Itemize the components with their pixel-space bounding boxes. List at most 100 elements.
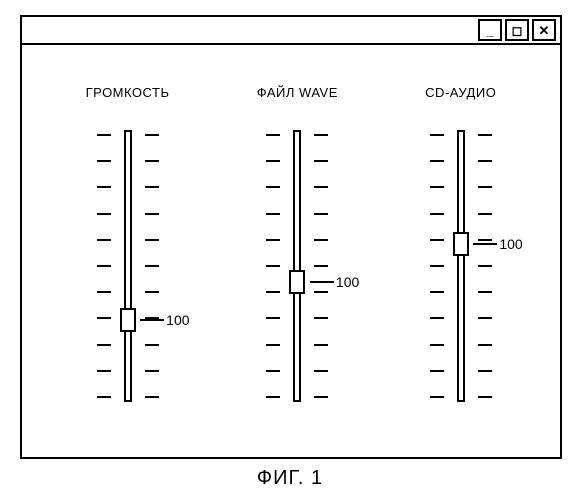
slider-group-volume: ГРОМКОСТЬ 100	[86, 85, 170, 439]
tick	[266, 186, 280, 188]
tick	[430, 265, 444, 267]
slider-label: ГРОМКОСТЬ	[86, 85, 170, 100]
tick	[266, 370, 280, 372]
ticks-right	[478, 130, 492, 402]
tick	[97, 344, 111, 346]
tick	[266, 344, 280, 346]
tick	[478, 265, 492, 267]
ticks-left	[266, 130, 280, 402]
slider-group-cdaudio: CD-АУДИО 100	[425, 85, 496, 439]
tick	[266, 239, 280, 241]
slider-thumb[interactable]	[453, 232, 469, 256]
tick	[478, 396, 492, 398]
tick	[430, 186, 444, 188]
tick	[314, 317, 328, 319]
tick	[145, 291, 159, 293]
tick	[266, 291, 280, 293]
slider-control[interactable]: 100	[93, 130, 163, 402]
tick	[430, 213, 444, 215]
slider-track	[293, 130, 301, 402]
tick	[430, 134, 444, 136]
tick	[478, 160, 492, 162]
tick	[266, 134, 280, 136]
tick	[145, 265, 159, 267]
minimize-icon: _	[486, 24, 493, 37]
slider-group-wave: ФАЙЛ WAVE 100	[257, 85, 338, 439]
tick	[478, 370, 492, 372]
maximize-icon: ◻	[512, 24, 523, 37]
ticks-right	[314, 130, 328, 402]
tick	[314, 396, 328, 398]
tick	[145, 160, 159, 162]
tick	[314, 344, 328, 346]
tick	[266, 265, 280, 267]
tick	[266, 317, 280, 319]
tick	[145, 186, 159, 188]
tick	[478, 291, 492, 293]
maximize-button[interactable]: ◻	[505, 19, 529, 41]
tick	[97, 134, 111, 136]
callout-value: 100	[336, 274, 359, 290]
slider-label: ФАЙЛ WAVE	[257, 85, 338, 100]
tick	[145, 396, 159, 398]
tick	[478, 317, 492, 319]
minimize-button[interactable]: _	[478, 19, 502, 41]
tick	[430, 291, 444, 293]
callout-value: 100	[166, 312, 189, 328]
slider-control[interactable]: 100	[262, 130, 332, 402]
tick	[314, 213, 328, 215]
slider-control[interactable]: 100	[426, 130, 496, 402]
sliders-area: ГРОМКОСТЬ 100 ФАЙЛ WAVE	[22, 45, 560, 459]
tick	[145, 370, 159, 372]
tick	[145, 239, 159, 241]
slider-track	[124, 130, 132, 402]
tick	[266, 160, 280, 162]
close-icon: ✕	[539, 24, 550, 37]
callout-line	[473, 243, 497, 245]
tick	[97, 239, 111, 241]
tick	[314, 291, 328, 293]
app-window: _ ◻ ✕ ГРОМКОСТЬ 100	[20, 15, 562, 459]
callout-line	[140, 319, 164, 321]
ticks-left	[97, 130, 111, 402]
tick	[478, 213, 492, 215]
tick	[314, 370, 328, 372]
slider-thumb[interactable]	[120, 308, 136, 332]
tick	[478, 344, 492, 346]
tick	[314, 160, 328, 162]
tick	[145, 344, 159, 346]
tick	[314, 239, 328, 241]
tick	[430, 317, 444, 319]
tick	[145, 134, 159, 136]
tick	[314, 186, 328, 188]
tick	[430, 239, 444, 241]
tick	[478, 134, 492, 136]
tick	[430, 160, 444, 162]
slider-thumb[interactable]	[289, 270, 305, 294]
tick	[97, 213, 111, 215]
tick	[266, 396, 280, 398]
close-button[interactable]: ✕	[532, 19, 556, 41]
slider-track	[457, 130, 465, 402]
tick	[97, 370, 111, 372]
tick	[430, 344, 444, 346]
tick	[430, 370, 444, 372]
ticks-left	[430, 130, 444, 402]
tick	[97, 265, 111, 267]
tick	[97, 396, 111, 398]
tick	[97, 160, 111, 162]
titlebar: _ ◻ ✕	[22, 17, 560, 45]
callout: 100	[473, 236, 522, 252]
ticks-right	[145, 130, 159, 402]
tick	[145, 213, 159, 215]
slider-label: CD-АУДИО	[425, 85, 496, 100]
tick	[97, 291, 111, 293]
tick	[314, 134, 328, 136]
tick	[314, 265, 328, 267]
tick	[430, 396, 444, 398]
tick	[97, 186, 111, 188]
tick	[97, 317, 111, 319]
callout: 100	[140, 312, 189, 328]
tick	[478, 186, 492, 188]
tick	[266, 213, 280, 215]
